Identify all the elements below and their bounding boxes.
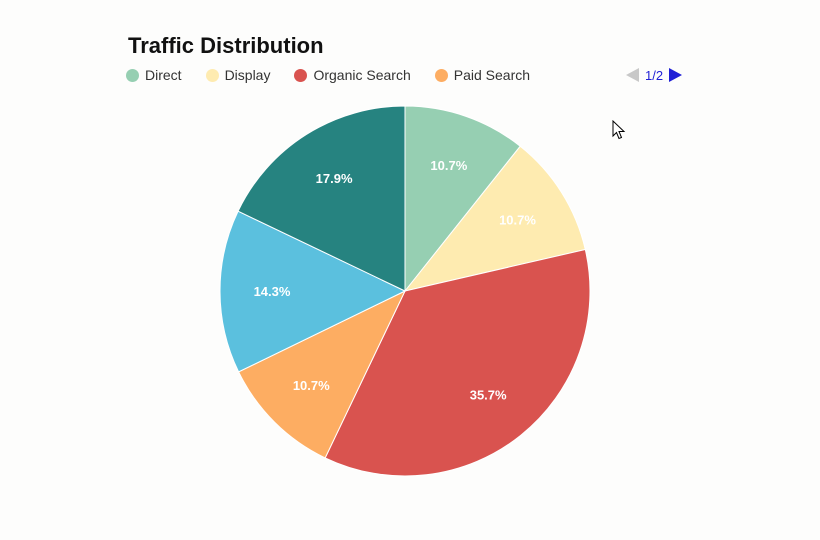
legend-item-direct[interactable]: Direct bbox=[126, 67, 182, 83]
pager-next-icon[interactable] bbox=[669, 68, 683, 82]
legend-item-display[interactable]: Display bbox=[205, 67, 271, 83]
legend-item-organic-search[interactable]: Organic Search bbox=[294, 67, 411, 83]
pie-slice-paid-search[interactable] bbox=[237, 289, 407, 459]
pie-slice-slice-5[interactable] bbox=[219, 210, 407, 373]
slice-label-display: 10.7% bbox=[499, 213, 536, 228]
legend-label-paid-search: Paid Search bbox=[453, 67, 531, 83]
legend-swatch-direct bbox=[126, 68, 139, 82]
pie-slice-display[interactable] bbox=[403, 145, 586, 292]
legend-label-direct: Direct bbox=[145, 67, 182, 83]
mouse-cursor-icon bbox=[612, 120, 626, 140]
pie-slice-slice-6[interactable] bbox=[237, 105, 406, 292]
legend-swatch-paid-search bbox=[434, 68, 448, 82]
pie-slice-organic-search[interactable] bbox=[324, 248, 591, 477]
legend-item-paid-search[interactable]: Paid Search bbox=[434, 67, 531, 83]
legend-label-organic-search: Organic Search bbox=[313, 67, 411, 83]
legend-swatch-display bbox=[205, 68, 219, 82]
legend: Direct Display Organic Search Paid Searc… bbox=[126, 66, 554, 84]
slice-label-direct: 10.7% bbox=[430, 158, 467, 173]
pager-page-indicator: 1/2 bbox=[645, 67, 664, 83]
legend-pager: 1/2 bbox=[626, 66, 683, 84]
slice-label-paid-search: 10.7% bbox=[293, 378, 330, 393]
pager-prev-icon[interactable] bbox=[626, 68, 639, 82]
legend-swatch-organic-search bbox=[294, 68, 308, 82]
slice-label-organic-search: 35.7% bbox=[470, 387, 507, 402]
slice-label-slice-5: 14.3% bbox=[254, 284, 291, 299]
chart-title: Traffic Distribution bbox=[128, 33, 324, 58]
slice-label-slice-6: 17.9% bbox=[316, 171, 353, 186]
pie-slice-direct[interactable] bbox=[404, 105, 521, 293]
legend-label-display: Display bbox=[224, 67, 271, 83]
